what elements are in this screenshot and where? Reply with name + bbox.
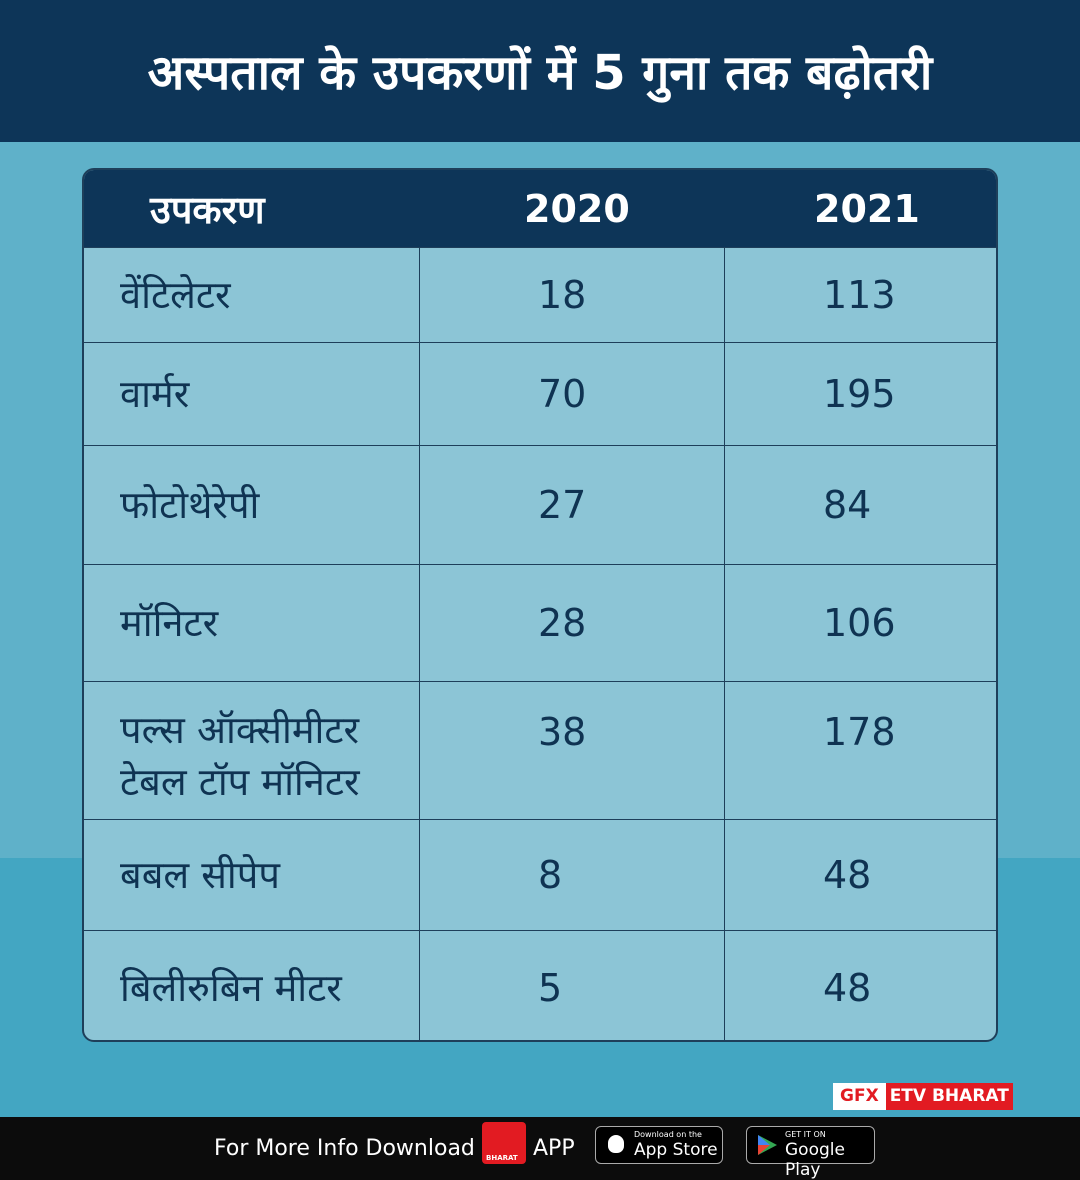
brand-label: ETV BHARAT: [885, 1083, 1013, 1110]
table-row: बबल सीपेप 8 48: [84, 819, 996, 930]
item-cell: बबल सीपेप: [120, 853, 280, 897]
header-row: उपकरण 2020 2021: [84, 170, 996, 247]
item-cell: वार्मर: [120, 372, 190, 416]
column-header: 2021: [814, 186, 920, 231]
value-cell: 38: [419, 682, 724, 819]
table-row: पल्स ऑक्सीमीटर टेबल टॉप मॉनिटर 38 178: [84, 681, 996, 819]
table-row: मॉनिटर 28 106: [84, 564, 996, 681]
column-header: 2020: [524, 186, 630, 231]
value-cell: 113: [724, 248, 996, 342]
table-row: फोटोथेरेपी 27 84: [84, 445, 996, 564]
value-cell: 8: [419, 820, 724, 930]
table-row: वेंटिलेटर 18 113: [84, 247, 996, 342]
google-play-badge[interactable]: GET IT ON Google Play: [746, 1126, 875, 1180]
badge-text: Google Play: [785, 1140, 845, 1180]
badge-text: App Store: [634, 1140, 718, 1160]
item-cell: पल्स ऑक्सीमीटर टेबल टॉप मॉनिटर: [120, 708, 360, 804]
table: उपकरण 2020 2021 वेंटिलेटर 18 113 वार्मर 70 19…: [82, 168, 998, 1042]
logo-text: BHARAT: [486, 1154, 518, 1162]
app-store-badge[interactable]: Download on the App Store: [595, 1126, 723, 1164]
table-row: बिलीरुबिन मीटर 5 48: [84, 930, 996, 1040]
footer: For More Info Download BHARAT APP Downlo…: [0, 1117, 1080, 1180]
header: अस्पताल के उपकरणों में 5 गुना तक बढ़ोतरी: [0, 0, 1080, 142]
value-cell: 48: [724, 931, 996, 1040]
app-logo: BHARAT: [482, 1122, 526, 1164]
value-cell: 48: [724, 820, 996, 930]
title: अस्पताल के उपकरणों में 5 गुना तक बढ़ोतरी: [147, 44, 933, 101]
item-cell: बिलीरुबिन मीटर: [120, 965, 342, 1010]
badge-small: GET IT ON: [785, 1130, 826, 1139]
value-cell: 5: [419, 931, 724, 1040]
credit: GFX ETV BHARAT: [833, 1083, 1013, 1110]
apple-icon: [608, 1135, 624, 1153]
badge-small: Download on the: [634, 1130, 702, 1139]
value-cell: 178: [724, 682, 996, 819]
value-cell: 106: [724, 565, 996, 681]
gfx-label: GFX: [833, 1083, 886, 1110]
value-cell: 18: [419, 248, 724, 342]
value-cell: 27: [419, 446, 724, 564]
table-row: वार्मर 70 195: [84, 342, 996, 445]
value-cell: 28: [419, 565, 724, 681]
play-icon: [758, 1135, 777, 1155]
item-cell: मॉनिटर: [120, 601, 219, 645]
item-cell: फोटोथेरेपी: [120, 483, 260, 527]
value-cell: 195: [724, 343, 996, 445]
footer-text: For More Info Download: [214, 1136, 475, 1161]
column-header: उपकरण: [150, 187, 265, 232]
app-label: APP: [533, 1136, 575, 1161]
item-cell: वेंटिलेटर: [120, 273, 231, 317]
value-cell: 84: [724, 446, 996, 564]
value-cell: 70: [419, 343, 724, 445]
